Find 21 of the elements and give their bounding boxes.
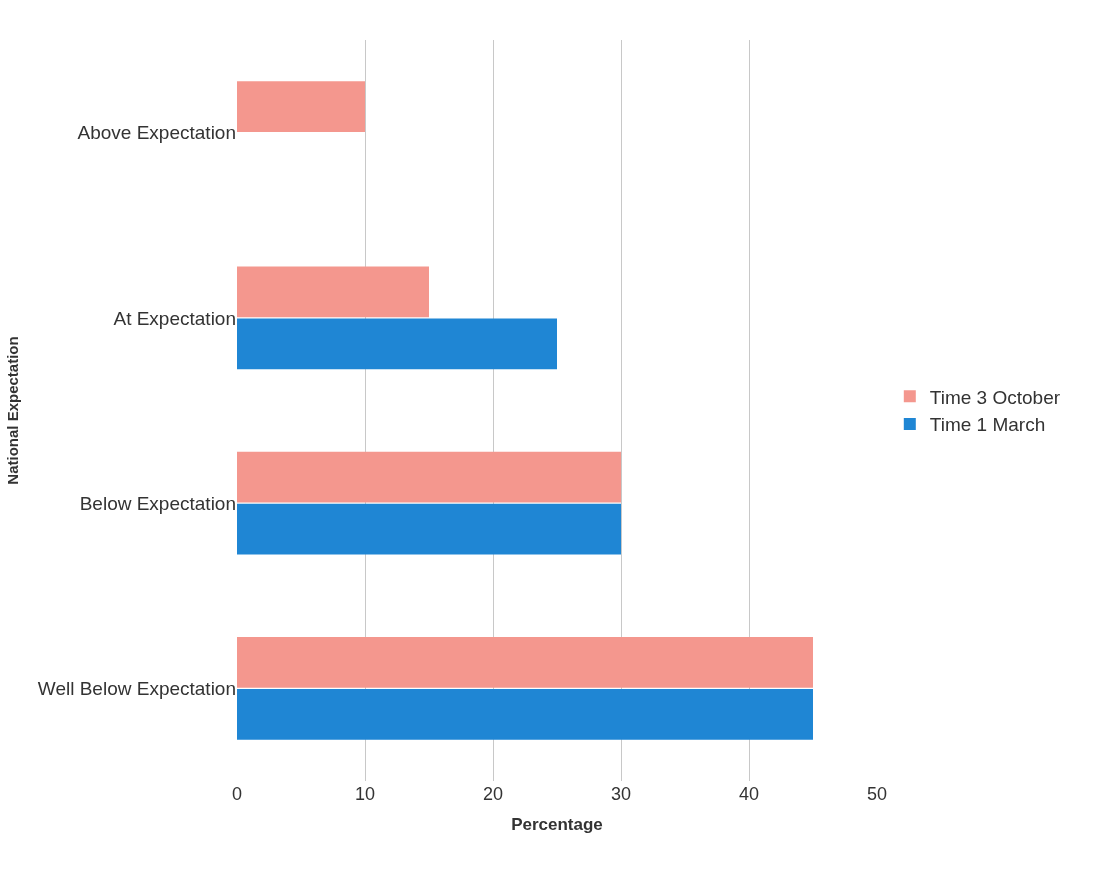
x-tick-label: 40 — [738, 784, 760, 804]
bar — [237, 637, 813, 688]
x-tick-label: 30 — [610, 784, 632, 804]
bar — [237, 81, 365, 133]
y-axis-title: National Expectation — [4, 336, 22, 485]
y-tick-label: Well Below Expectation — [37, 678, 236, 700]
bar — [237, 318, 557, 370]
legend-label: Time 1 March — [929, 414, 1046, 436]
x-tick-label: 10 — [354, 784, 376, 804]
x-axis-title: Percentage — [511, 815, 603, 835]
y-tick-label: Below Expectation — [79, 492, 236, 514]
y-tick-label: At Expectation — [113, 307, 236, 329]
bar — [237, 688, 813, 740]
y-tick-label: Above Expectation — [77, 122, 236, 144]
x-tick-label: 50 — [866, 784, 888, 804]
bar — [237, 451, 621, 503]
bar — [237, 503, 621, 555]
x-tick-label: 20 — [482, 784, 504, 804]
x-tick-label: 0 — [231, 784, 243, 804]
bar — [237, 266, 429, 318]
legend-label: Time 3 October — [929, 386, 1061, 408]
